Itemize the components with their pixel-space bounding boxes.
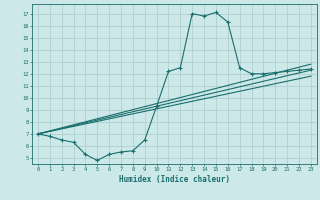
X-axis label: Humidex (Indice chaleur): Humidex (Indice chaleur): [119, 175, 230, 184]
